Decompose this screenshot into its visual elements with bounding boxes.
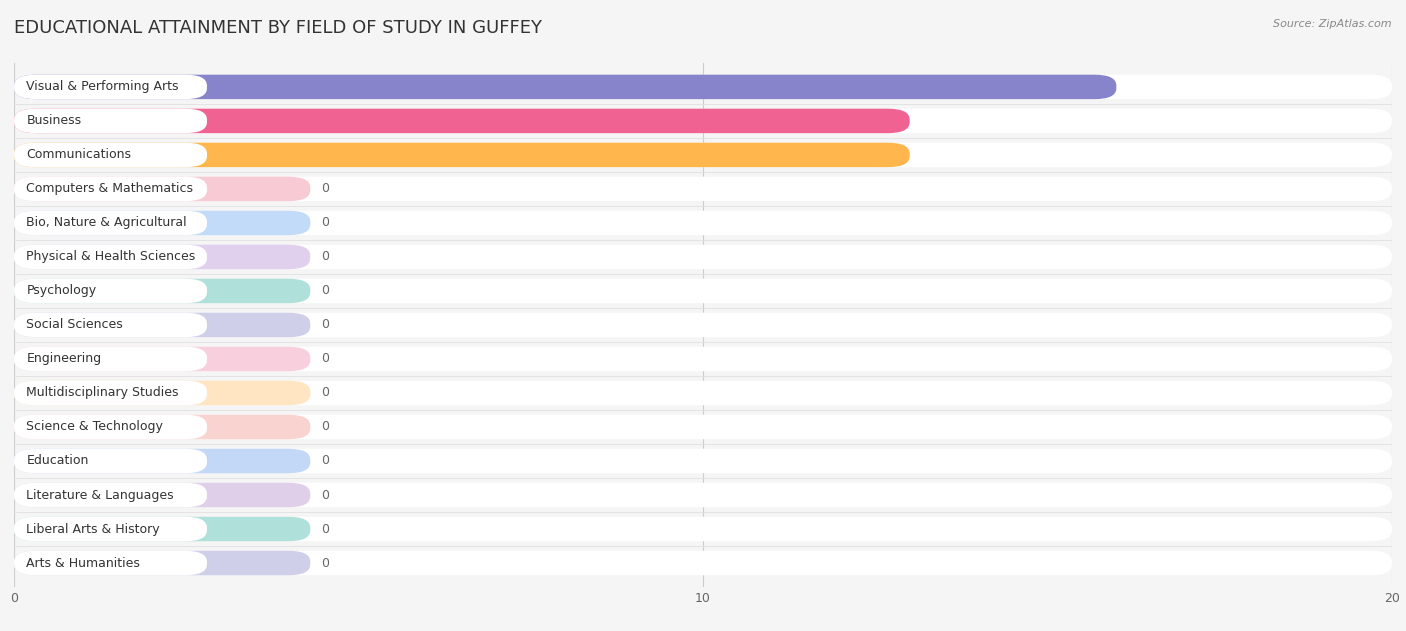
Text: 0: 0: [321, 182, 329, 196]
FancyBboxPatch shape: [14, 483, 207, 507]
FancyBboxPatch shape: [14, 551, 1392, 575]
Text: 0: 0: [321, 420, 329, 433]
Text: 0: 0: [321, 216, 329, 230]
Text: Bio, Nature & Agricultural: Bio, Nature & Agricultural: [27, 216, 187, 230]
FancyBboxPatch shape: [14, 177, 1392, 201]
Text: Science & Technology: Science & Technology: [27, 420, 163, 433]
FancyBboxPatch shape: [14, 483, 1392, 507]
FancyBboxPatch shape: [14, 74, 207, 99]
Text: 0: 0: [321, 353, 329, 365]
FancyBboxPatch shape: [14, 380, 207, 405]
FancyBboxPatch shape: [14, 449, 1392, 473]
FancyBboxPatch shape: [14, 415, 1392, 439]
FancyBboxPatch shape: [14, 517, 207, 541]
FancyBboxPatch shape: [14, 143, 910, 167]
Text: EDUCATIONAL ATTAINMENT BY FIELD OF STUDY IN GUFFEY: EDUCATIONAL ATTAINMENT BY FIELD OF STUDY…: [14, 19, 543, 37]
Text: 0: 0: [321, 319, 329, 331]
FancyBboxPatch shape: [14, 517, 1392, 541]
FancyBboxPatch shape: [14, 109, 1392, 133]
Text: 0: 0: [321, 454, 329, 468]
FancyBboxPatch shape: [14, 74, 1392, 99]
FancyBboxPatch shape: [14, 245, 1392, 269]
FancyBboxPatch shape: [14, 449, 207, 473]
Text: Physical & Health Sciences: Physical & Health Sciences: [27, 251, 195, 264]
Text: Social Sciences: Social Sciences: [27, 319, 124, 331]
Text: 13: 13: [920, 148, 936, 162]
Text: 0: 0: [321, 251, 329, 264]
FancyBboxPatch shape: [14, 380, 311, 405]
FancyBboxPatch shape: [14, 245, 311, 269]
FancyBboxPatch shape: [14, 346, 207, 371]
FancyBboxPatch shape: [14, 449, 311, 473]
FancyBboxPatch shape: [14, 211, 311, 235]
Text: 16: 16: [1126, 80, 1143, 93]
Text: Source: ZipAtlas.com: Source: ZipAtlas.com: [1274, 19, 1392, 29]
FancyBboxPatch shape: [14, 74, 1116, 99]
FancyBboxPatch shape: [14, 279, 311, 304]
Text: 0: 0: [321, 522, 329, 536]
FancyBboxPatch shape: [14, 415, 311, 439]
Text: Engineering: Engineering: [27, 353, 101, 365]
FancyBboxPatch shape: [14, 143, 1392, 167]
Text: Multidisciplinary Studies: Multidisciplinary Studies: [27, 386, 179, 399]
FancyBboxPatch shape: [14, 346, 311, 371]
FancyBboxPatch shape: [14, 380, 1392, 405]
FancyBboxPatch shape: [14, 177, 311, 201]
Text: Education: Education: [27, 454, 89, 468]
Text: Visual & Performing Arts: Visual & Performing Arts: [27, 80, 179, 93]
FancyBboxPatch shape: [14, 313, 1392, 337]
Text: Arts & Humanities: Arts & Humanities: [27, 557, 141, 570]
FancyBboxPatch shape: [14, 517, 311, 541]
Text: Business: Business: [27, 114, 82, 127]
Text: 0: 0: [321, 557, 329, 570]
FancyBboxPatch shape: [14, 279, 207, 304]
FancyBboxPatch shape: [14, 109, 910, 133]
FancyBboxPatch shape: [14, 551, 311, 575]
Text: 13: 13: [920, 114, 936, 127]
FancyBboxPatch shape: [14, 415, 207, 439]
Text: Liberal Arts & History: Liberal Arts & History: [27, 522, 160, 536]
Text: Communications: Communications: [27, 148, 131, 162]
FancyBboxPatch shape: [14, 211, 1392, 235]
Text: Literature & Languages: Literature & Languages: [27, 488, 174, 502]
FancyBboxPatch shape: [14, 211, 207, 235]
FancyBboxPatch shape: [14, 177, 207, 201]
FancyBboxPatch shape: [14, 551, 207, 575]
Text: Computers & Mathematics: Computers & Mathematics: [27, 182, 194, 196]
Text: 0: 0: [321, 386, 329, 399]
FancyBboxPatch shape: [14, 346, 1392, 371]
FancyBboxPatch shape: [14, 109, 207, 133]
FancyBboxPatch shape: [14, 143, 207, 167]
Text: 0: 0: [321, 285, 329, 297]
FancyBboxPatch shape: [14, 245, 207, 269]
FancyBboxPatch shape: [14, 279, 1392, 304]
FancyBboxPatch shape: [14, 483, 311, 507]
FancyBboxPatch shape: [14, 313, 207, 337]
Text: Psychology: Psychology: [27, 285, 97, 297]
Text: 0: 0: [321, 488, 329, 502]
FancyBboxPatch shape: [14, 313, 311, 337]
